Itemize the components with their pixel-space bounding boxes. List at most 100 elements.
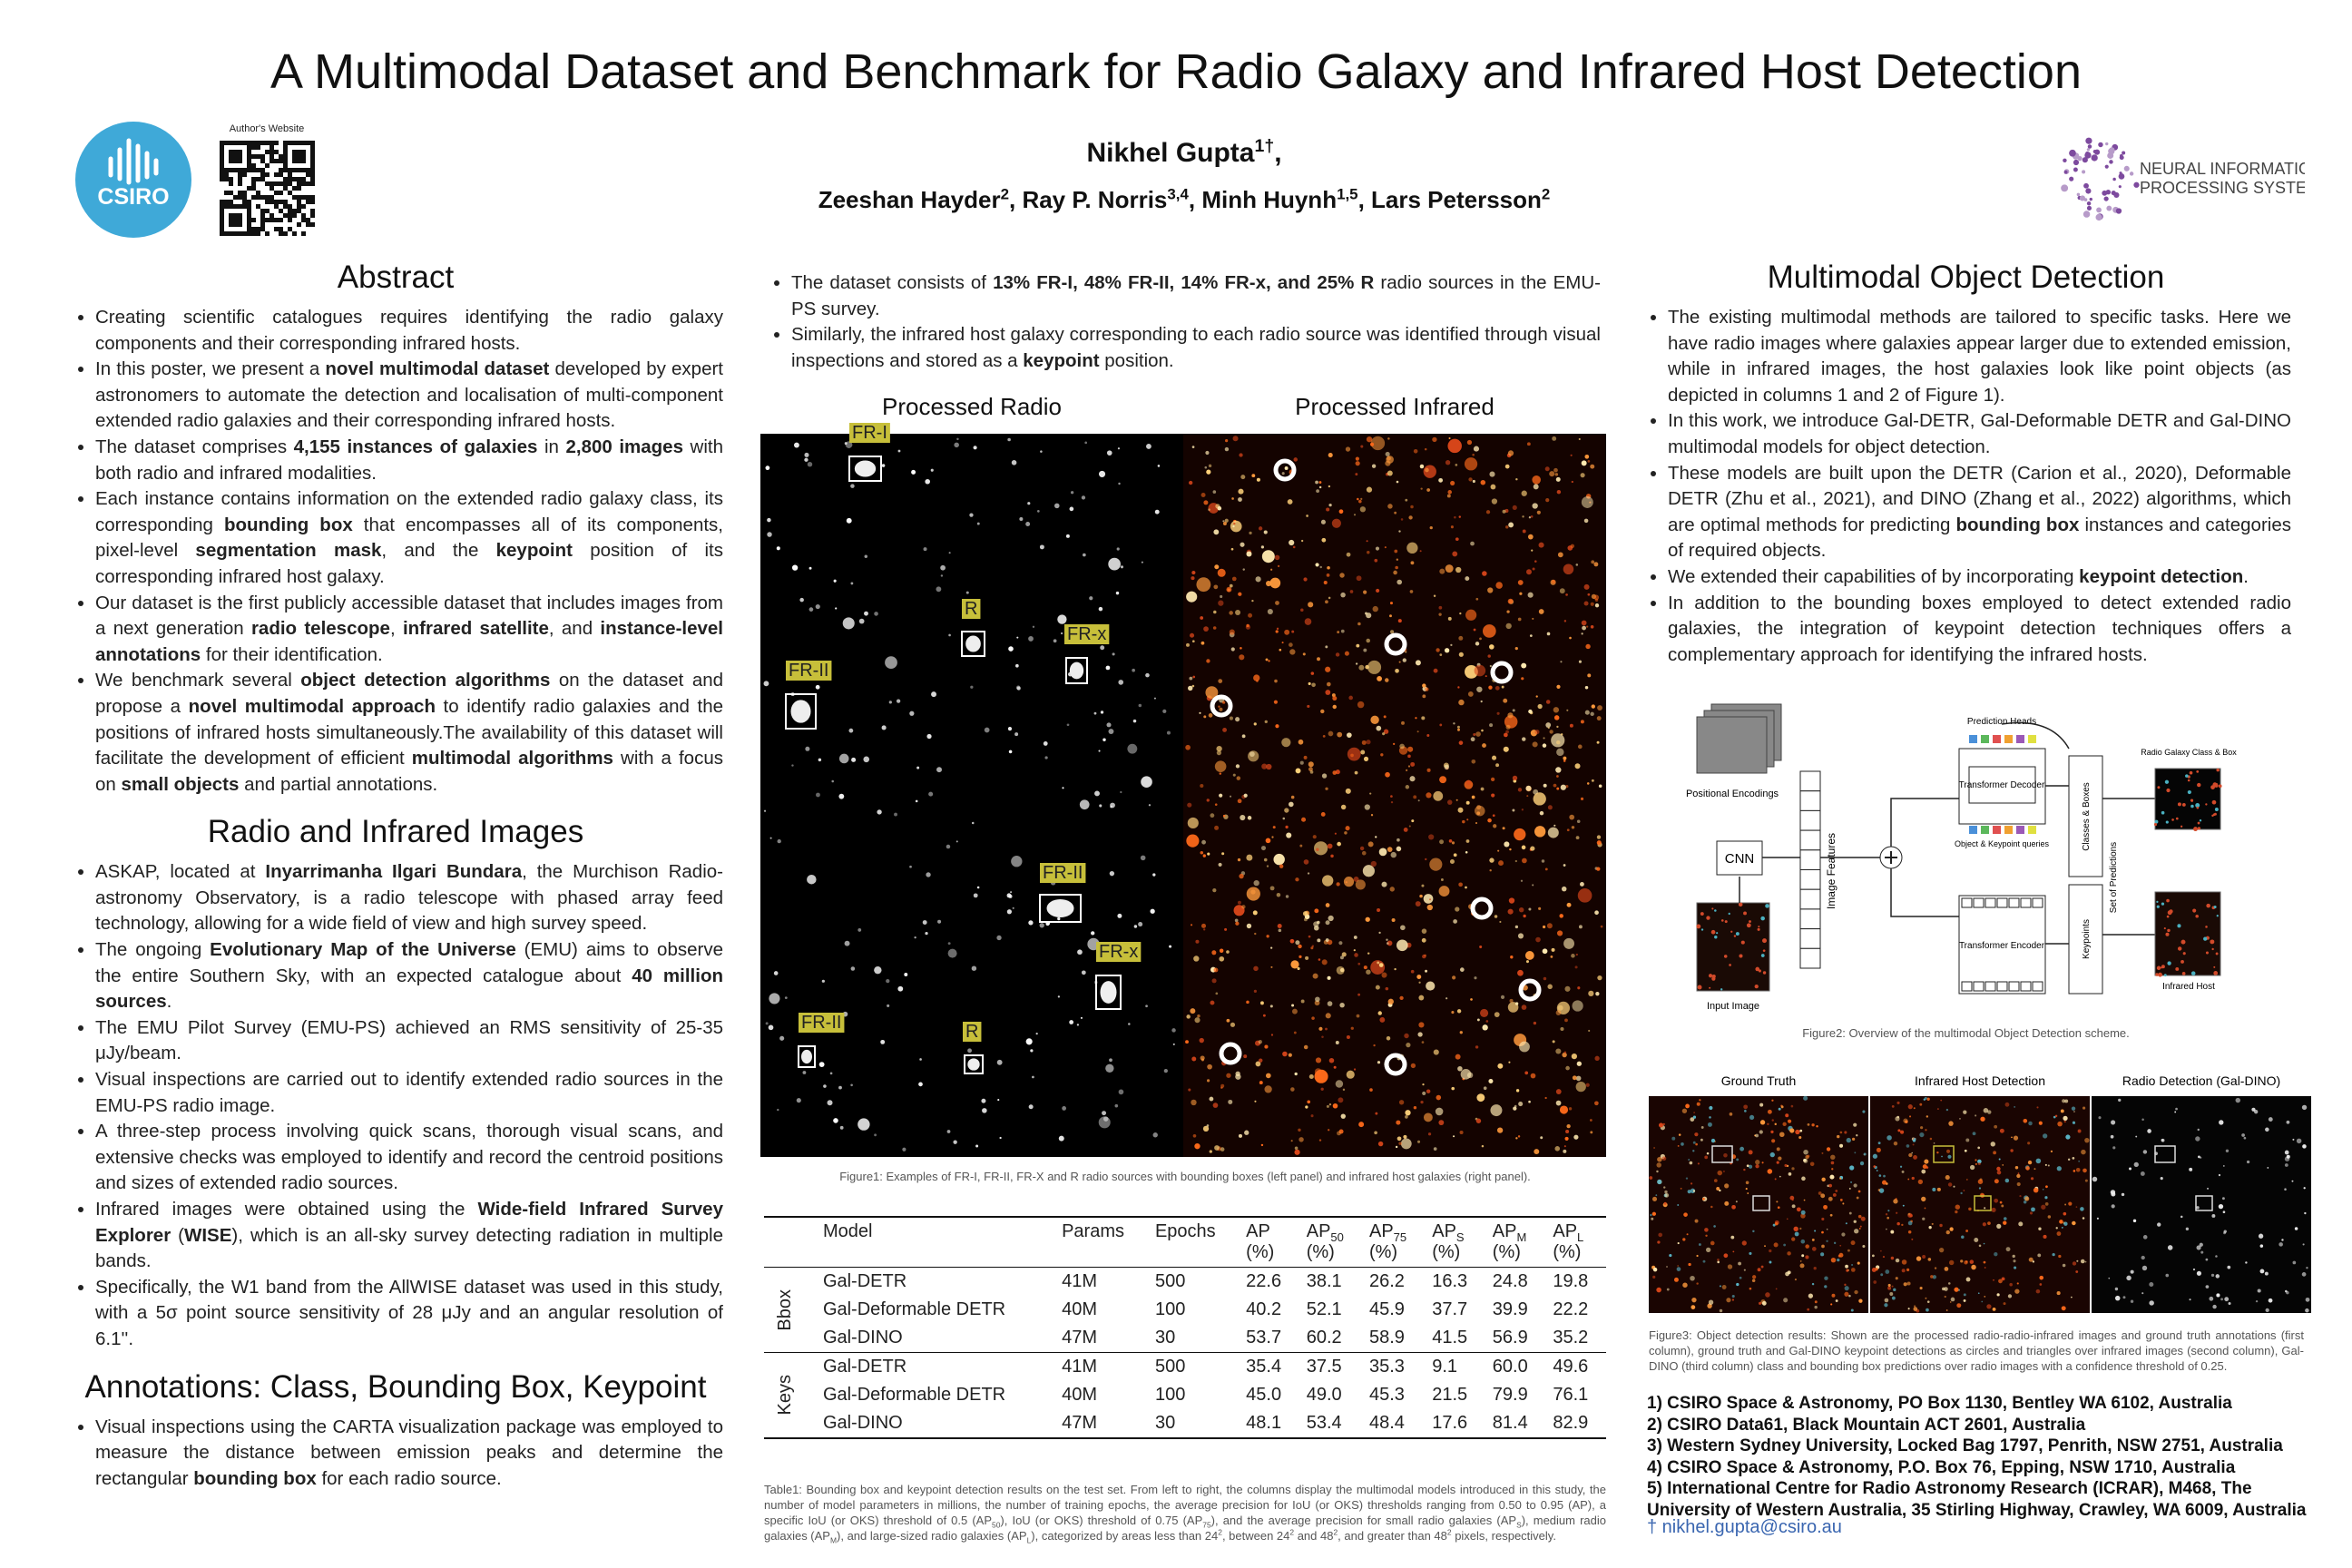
result-dot — [2081, 1149, 2086, 1155]
infrared-source — [1325, 920, 1330, 926]
thumb-dot — [2180, 939, 2186, 945]
text-run: In this poster, we present a — [95, 358, 326, 380]
infrared-source — [1556, 748, 1564, 757]
result-dot — [1895, 1277, 1898, 1280]
qr-cell — [229, 168, 233, 172]
thumb-dot — [2193, 827, 2198, 832]
qr-cell — [279, 218, 283, 222]
table-cell: 48.4 — [1368, 1413, 1405, 1433]
infrared-source — [1301, 539, 1304, 543]
result-dot — [1805, 1244, 1809, 1249]
infrared-source — [1494, 1012, 1500, 1017]
infrared-source — [1575, 953, 1578, 956]
result-dot — [1821, 1230, 1824, 1234]
text-run-b: multimodal algorithms — [411, 748, 613, 769]
qr-cell — [233, 204, 238, 209]
header-sub: L — [1577, 1230, 1584, 1244]
table-cell: 45.9 — [1368, 1299, 1405, 1319]
qr-cell — [247, 213, 251, 218]
qr-code[interactable] — [220, 141, 315, 236]
result-dot — [2016, 1282, 2019, 1285]
bullet: We benchmark several object detection al… — [95, 668, 723, 798]
qr-cell — [247, 168, 251, 172]
infrared-source — [1361, 740, 1367, 745]
infrared-source — [1433, 790, 1444, 801]
result-dot — [1680, 1187, 1682, 1190]
result-dot — [1994, 1124, 1998, 1129]
thumb-dot — [1708, 974, 1713, 978]
infrared-source — [1413, 1105, 1417, 1110]
result-dot — [2019, 1194, 2022, 1198]
thumb-dot — [2161, 810, 2165, 815]
infrared-source — [1308, 761, 1314, 768]
infrared-source — [1358, 499, 1362, 504]
result-dot — [2096, 1217, 2099, 1220]
radio-source — [863, 756, 870, 763]
infrared-source — [1590, 602, 1594, 606]
radio-source — [937, 919, 942, 924]
infrared-source — [1225, 439, 1229, 443]
infrared-source — [1539, 810, 1544, 816]
radio-source — [804, 452, 809, 457]
infrared-source — [1395, 668, 1399, 673]
results-table: Model Params Epochs AP (%) AP50 (%) AP75 (%) APS(… — [764, 1216, 1606, 1439]
infrared-source — [1596, 867, 1601, 871]
infrared-source — [1487, 587, 1494, 593]
text-run: We benchmark several — [95, 670, 301, 691]
qr-cell — [270, 186, 274, 191]
result-dot — [2140, 1171, 2145, 1176]
infrared-source — [1379, 1016, 1386, 1023]
infrared-source — [1512, 808, 1515, 812]
result-dot — [1710, 1205, 1713, 1209]
infrared-source — [1564, 985, 1571, 992]
result-dot — [1692, 1141, 1696, 1144]
infrared-source — [1327, 975, 1331, 980]
logo-dot — [2123, 165, 2130, 172]
thumb-dot — [2156, 905, 2160, 908]
thumb-dot — [2163, 927, 2166, 930]
result-dot — [1735, 1200, 1738, 1203]
result-dot — [2056, 1291, 2061, 1296]
result-dot — [1907, 1308, 1910, 1310]
qr-cell — [288, 141, 292, 145]
result-dot — [1791, 1204, 1796, 1209]
result-dot — [1736, 1282, 1740, 1287]
result-dot — [1881, 1180, 1887, 1185]
radio-source — [947, 942, 951, 946]
qr-cell — [283, 213, 288, 218]
infrared-source — [1422, 1091, 1426, 1096]
infrared-source — [1410, 561, 1415, 565]
result-dot — [1948, 1121, 1954, 1126]
result-dot — [1893, 1288, 1896, 1291]
qr-cell — [283, 177, 288, 181]
result-dot — [1978, 1244, 1982, 1248]
radio-source — [1100, 645, 1105, 651]
result-dot — [2212, 1304, 2217, 1309]
contact-email[interactable]: † nikhel.gupta@csiro.au — [1647, 1517, 1842, 1537]
result-dot — [2029, 1211, 2034, 1215]
infrared-source — [1537, 703, 1543, 710]
result-dot — [1901, 1259, 1907, 1265]
infrared-source — [1258, 526, 1263, 531]
infrared-source — [1265, 1073, 1271, 1079]
result-dot — [1682, 1282, 1688, 1288]
result-dot — [1903, 1282, 1907, 1287]
infrared-source — [1538, 609, 1544, 614]
result-dot — [2302, 1144, 2307, 1149]
infrared-source — [1425, 969, 1427, 973]
text-run-b: segmentation mask — [195, 540, 382, 562]
qr-caption[interactable]: Author's Website — [230, 123, 305, 134]
result-dot — [1896, 1101, 1900, 1104]
text-run: The dataset consists of — [791, 272, 994, 293]
infrared-source — [1403, 1134, 1407, 1139]
infrared-source — [1422, 683, 1426, 688]
qr-cell — [297, 222, 301, 227]
infrared-source — [1235, 717, 1240, 722]
thumb-dot — [2163, 974, 2167, 977]
text-run-b: WISE — [184, 1224, 232, 1246]
result-dot — [2258, 1233, 2264, 1239]
infrared-source — [1302, 652, 1306, 656]
result-dot — [1794, 1231, 1799, 1237]
infrared-source — [1475, 821, 1478, 825]
result-dot — [1929, 1137, 1933, 1141]
